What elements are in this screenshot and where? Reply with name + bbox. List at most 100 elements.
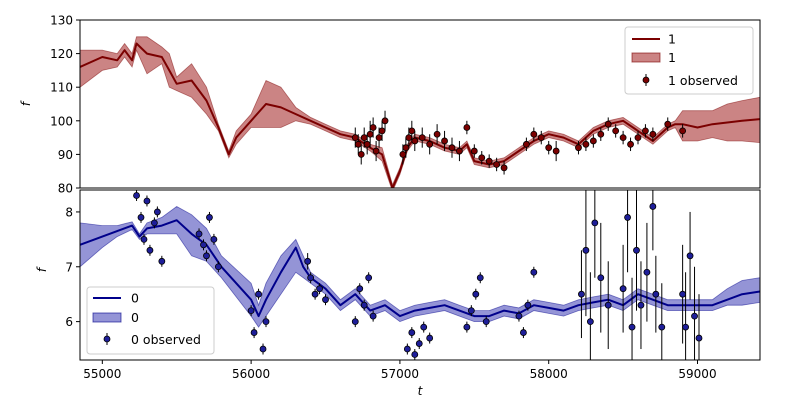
bottom-observed-point xyxy=(360,301,368,309)
bottom-observed-point xyxy=(255,290,262,298)
top-observed-point xyxy=(627,140,634,148)
top-observed-point xyxy=(575,144,582,152)
bottom-observed-point xyxy=(604,301,612,309)
bottom-observed-point xyxy=(476,274,484,282)
top-observed-point xyxy=(597,130,605,138)
bottom-observed-point xyxy=(686,252,694,260)
bottom-y-tick-label: 7 xyxy=(65,260,73,274)
bottom-x-tick-label: 59000 xyxy=(678,367,716,381)
bottom-observed-point xyxy=(316,285,323,293)
top-observed-point xyxy=(375,134,383,142)
bottom-observed-point xyxy=(365,274,373,282)
bottom-observed-point xyxy=(210,235,218,243)
bottom-observed-point xyxy=(262,318,270,326)
bottom-y-ticks: 6 7 8 xyxy=(65,205,80,329)
bottom-observed-point xyxy=(482,318,490,326)
bottom-observed-point xyxy=(643,268,651,276)
bottom-observed-point xyxy=(515,312,523,320)
bottom-x-tick-label: 57000 xyxy=(381,367,419,381)
bottom-observed-point xyxy=(150,219,158,227)
bottom-observed-point xyxy=(695,334,703,342)
bottom-legend: 0 0 0 observed xyxy=(86,286,215,355)
bottom-uncertainty-band xyxy=(80,206,760,328)
bottom-legend-label-line: 0 xyxy=(131,291,139,306)
top-observed-point xyxy=(582,140,590,148)
bottom-observed-point xyxy=(307,274,315,282)
bottom-observed-point xyxy=(578,290,585,298)
top-y-tick-label: 80 xyxy=(58,182,73,196)
bottom-legend-point-swatch xyxy=(103,335,111,343)
bottom-observed-point xyxy=(200,241,207,249)
top-uncertainty-band xyxy=(80,36,760,188)
bottom-observed-point xyxy=(411,351,419,358)
bottom-y-axis-label: f xyxy=(35,266,49,272)
top-observed-point xyxy=(619,134,627,142)
top-observed-point xyxy=(357,150,365,158)
bottom-observed-point xyxy=(582,246,590,254)
bottom-observed-point xyxy=(158,257,166,265)
bottom-legend-label-points: 0 observed xyxy=(131,332,201,347)
top-observed-point xyxy=(463,124,471,131)
top-observed-point xyxy=(470,147,478,155)
top-legend-band-swatch xyxy=(631,52,661,63)
bottom-observed-point xyxy=(658,323,666,331)
bottom-observed-point xyxy=(153,208,161,216)
top-observed-point xyxy=(679,127,687,135)
top-legend-frame xyxy=(624,26,754,95)
bottom-legend-band-swatch xyxy=(92,312,122,323)
top-observed-point xyxy=(441,137,448,145)
bottom-observed-point xyxy=(586,318,594,326)
top-observed-point xyxy=(351,134,359,142)
top-y-tick-label: 120 xyxy=(50,47,73,61)
top-observed-point xyxy=(537,134,545,142)
top-observed-point xyxy=(354,140,362,148)
top-observed-point xyxy=(634,134,642,142)
top-legend-point-swatch xyxy=(642,76,650,84)
top-observed-point xyxy=(485,157,493,165)
top-observed-point xyxy=(366,130,374,138)
bottom-observed-point xyxy=(259,345,267,353)
top-observed-point xyxy=(545,144,553,152)
bottom-y-tick-label: 6 xyxy=(65,315,73,329)
top-observed-point xyxy=(418,134,426,142)
bottom-axes-frame xyxy=(79,189,761,361)
top-observed-point xyxy=(500,164,508,172)
bottom-observed-point xyxy=(652,290,660,298)
bottom-observed-point xyxy=(682,323,690,331)
top-legend-label-line: 1 xyxy=(668,32,676,47)
top-observed-point xyxy=(402,144,410,152)
bottom-observed-point xyxy=(146,246,154,254)
bottom-observed-point xyxy=(679,290,687,298)
top-y-tick-label: 100 xyxy=(50,114,73,128)
bottom-observed-point xyxy=(137,214,145,221)
top-observed-point xyxy=(405,134,413,142)
top-y-tick-label: 130 xyxy=(50,14,73,28)
bottom-observed-point xyxy=(467,307,475,315)
top-plot-content xyxy=(80,36,760,188)
top-observed-point xyxy=(478,154,486,162)
top-observed-point xyxy=(433,130,441,138)
bottom-observed-point xyxy=(140,235,148,243)
bottom-x-tick-label: 55000 xyxy=(83,367,121,381)
top-y-axis-label: f xyxy=(19,100,33,106)
bottom-observed-point xyxy=(619,285,627,293)
top-observed-point xyxy=(604,120,612,128)
top-observed-point xyxy=(522,140,530,148)
top-observed-point xyxy=(552,147,560,155)
bottom-observed-point xyxy=(403,345,411,353)
bottom-x-tick-label: 56000 xyxy=(232,367,270,381)
bottom-observed-point xyxy=(463,323,471,331)
top-observed-point xyxy=(426,140,434,148)
top-observed-point xyxy=(493,161,501,168)
top-legend: 1 1 1 observed xyxy=(624,26,754,95)
top-legend-label-points: 1 observed xyxy=(668,73,738,88)
top-legend-label-band: 1 xyxy=(668,50,676,65)
bottom-x-tick-label: 58000 xyxy=(530,367,568,381)
bottom-y-tick-label: 8 xyxy=(65,205,73,219)
bottom-observed-point xyxy=(524,301,532,309)
bottom-observed-point xyxy=(628,323,636,331)
top-observed-point xyxy=(411,137,419,145)
bottom-observed-point xyxy=(322,296,329,304)
bottom-observed-point xyxy=(415,340,423,347)
